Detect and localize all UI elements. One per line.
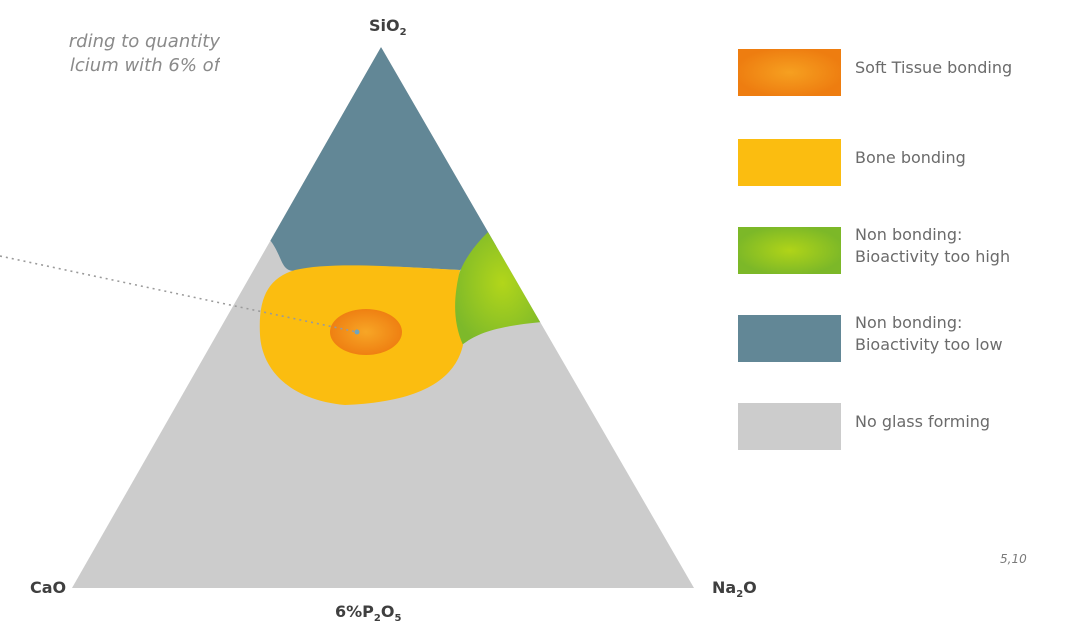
gray-swatch xyxy=(738,403,841,450)
legend-label: Non bonding: Bioactivity too high xyxy=(855,225,1011,266)
vertex-label-sio2: SiO2 xyxy=(369,16,407,39)
legend-item-soft-tissue-bonding: Soft Tissue bonding xyxy=(738,49,1078,99)
soft-tissue-bonding-region xyxy=(330,309,402,355)
note-line-2: lcium with 6% of xyxy=(69,55,220,76)
vertex-label-na2o: Na2O xyxy=(712,578,757,601)
legend-item-bone-bonding: Bone bonding xyxy=(738,139,1078,189)
legend-label: No glass forming xyxy=(855,412,991,431)
pointer-line xyxy=(0,255,358,333)
description-note: rding to quantity lcium with 6% of xyxy=(0,30,220,78)
green-swatch xyxy=(738,227,841,274)
note-line-1: rding to quantity xyxy=(68,31,220,52)
page-reference: 5,10 xyxy=(1000,552,1027,566)
legend-item-no-glass-forming: No glass forming xyxy=(738,403,1078,453)
bioactivity-too-low-region xyxy=(270,47,560,300)
legend-label: Non bonding: Bioactivity too low xyxy=(855,313,1003,354)
legend-label: Bone bonding xyxy=(855,148,966,167)
base-label-p2o5: 6%P2O5 xyxy=(335,602,402,624)
orange-swatch xyxy=(738,49,841,96)
legend-label: Soft Tissue bonding xyxy=(855,58,1013,77)
legend-item-bioactivity-too-high: Non bonding: Bioactivity too high xyxy=(738,225,1078,277)
pointer-dot xyxy=(354,329,360,335)
vertex-label-cao: CaO xyxy=(30,578,67,597)
yellow-swatch xyxy=(738,139,841,186)
bioactivity-too-high-region xyxy=(453,232,542,345)
blue-gray-swatch xyxy=(738,315,841,362)
legend-item-bioactivity-too-low: Non bonding: Bioactivity too low xyxy=(738,313,1078,365)
